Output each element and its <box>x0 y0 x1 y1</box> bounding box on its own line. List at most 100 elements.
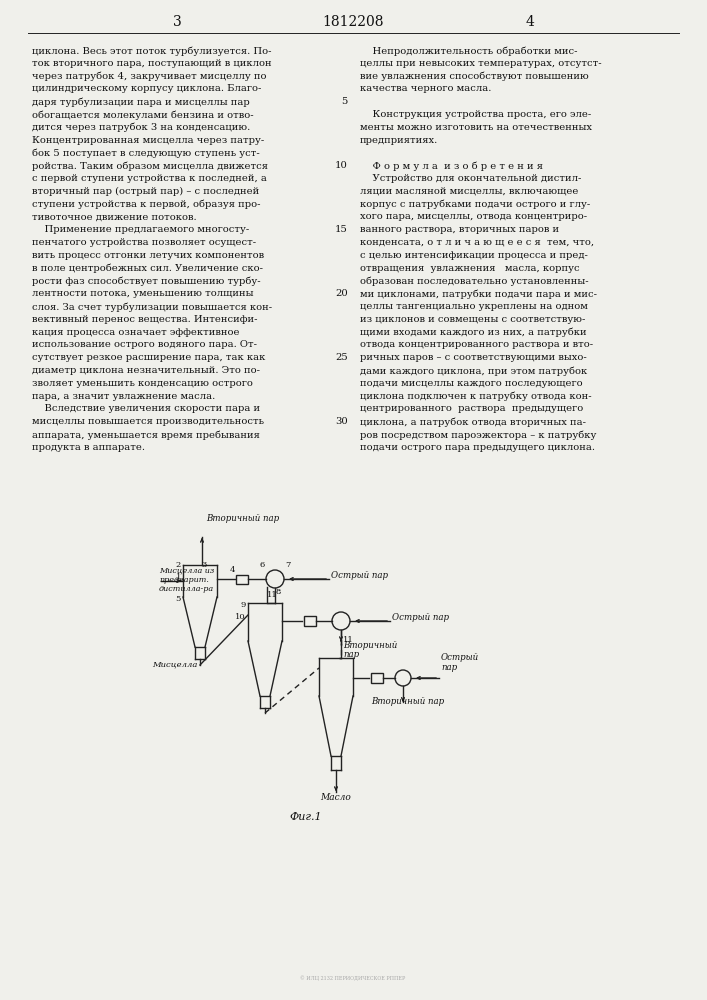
Text: ми циклонами, патрубки подачи пара и мис-: ми циклонами, патрубки подачи пара и мис… <box>360 289 597 299</box>
Text: отвода концентрированного раствора и вто-: отвода концентрированного раствора и вто… <box>360 340 593 349</box>
Text: 10: 10 <box>235 613 246 621</box>
Text: вторичный пар (острый пар) – с последней: вторичный пар (острый пар) – с последней <box>32 187 259 196</box>
Text: ступени устройства к первой, образуя про-: ступени устройства к первой, образуя про… <box>32 200 260 209</box>
Text: качества черного масла.: качества черного масла. <box>360 84 491 93</box>
Text: Вторичный пар: Вторичный пар <box>206 514 279 523</box>
Text: 7: 7 <box>285 561 291 569</box>
Text: сутствует резкое расширение пара, так как: сутствует резкое расширение пара, так ка… <box>32 353 265 362</box>
Text: вективный перенос вещества. Интенсифи-: вективный перенос вещества. Интенсифи- <box>32 315 257 324</box>
Text: ванного раствора, вторичных паров и: ванного раствора, вторичных паров и <box>360 225 559 234</box>
Text: циклона, а патрубок отвода вторичных па-: циклона, а патрубок отвода вторичных па- <box>360 417 586 427</box>
Text: Фиг.1: Фиг.1 <box>290 812 322 822</box>
Text: Масло: Масло <box>321 793 351 802</box>
Text: Острый пар: Острый пар <box>392 613 449 622</box>
Text: вить процесс отгонки летучих компонентов: вить процесс отгонки летучих компонентов <box>32 251 264 260</box>
Text: 25: 25 <box>335 353 348 362</box>
Text: подачи мисцеллы каждого последующего: подачи мисцеллы каждого последующего <box>360 379 583 388</box>
Text: Острый
пар: Острый пар <box>441 653 479 672</box>
Text: 11: 11 <box>343 636 354 644</box>
Text: в поле центробежных сил. Увеличение ско-: в поле центробежных сил. Увеличение ско- <box>32 264 263 273</box>
Text: хого пара, мисцеллы, отвода концентриро-: хого пара, мисцеллы, отвода концентриро- <box>360 212 587 221</box>
Text: ток вторичного пара, поступающий в циклон: ток вторичного пара, поступающий в цикло… <box>32 59 271 68</box>
Text: Вторичный: Вторичный <box>343 641 397 650</box>
Text: вие увлажнения способствуют повышению: вие увлажнения способствуют повышению <box>360 72 589 81</box>
Text: 3: 3 <box>201 561 206 569</box>
Text: дится через патрубок 3 на конденсацию.: дится через патрубок 3 на конденсацию. <box>32 123 250 132</box>
Text: даря турбулизации пара и мисцеллы пар: даря турбулизации пара и мисцеллы пар <box>32 97 250 107</box>
Text: © ИЛЦ 2132 ПЕРИОДИЧЕСКОЕ РППЕР: © ИЛЦ 2132 ПЕРИОДИЧЕСКОЕ РППЕР <box>300 975 406 981</box>
Text: Ф о р м у л а  и з о б р е т е н и я: Ф о р м у л а и з о б р е т е н и я <box>360 161 543 171</box>
Text: мисцеллы повышается производительность: мисцеллы повышается производительность <box>32 417 264 426</box>
Text: из циклонов и совмещены с соответствую-: из циклонов и совмещены с соответствую- <box>360 315 585 324</box>
Text: Непродолжительность обработки мис-: Непродолжительность обработки мис- <box>360 46 578 55</box>
Text: менты можно изготовить на отечественных: менты можно изготовить на отечественных <box>360 123 592 132</box>
Text: слоя. За счет турбулизации повышается кон-: слоя. За счет турбулизации повышается ко… <box>32 302 272 312</box>
Text: кация процесса означает эффективное: кация процесса означает эффективное <box>32 328 240 337</box>
Text: аппарата, уменьшается время пребывания: аппарата, уменьшается время пребывания <box>32 430 260 440</box>
Text: 5: 5 <box>175 595 181 603</box>
Text: предварит.: предварит. <box>159 576 209 584</box>
Text: 2: 2 <box>176 561 181 569</box>
Bar <box>371 673 383 683</box>
Text: диаметр циклона незначительный. Это по-: диаметр циклона незначительный. Это по- <box>32 366 260 375</box>
Text: Мисцелла из: Мисцелла из <box>159 567 214 575</box>
Text: пар: пар <box>343 650 359 659</box>
Text: обогащается молекулами бензина и отво-: обогащается молекулами бензина и отво- <box>32 110 254 119</box>
Text: ров посредством пароэжектора – к патрубку: ров посредством пароэжектора – к патрубк… <box>360 430 597 440</box>
Text: подачи острого пара предыдущего циклона.: подачи острого пара предыдущего циклона. <box>360 443 595 452</box>
Text: Мисцелла: Мисцелла <box>151 661 197 669</box>
Text: 5: 5 <box>341 97 348 106</box>
Text: цилиндрическому корпусу циклона. Благо-: цилиндрическому корпусу циклона. Благо- <box>32 84 262 93</box>
Text: ричных паров – с соответствующими выхо-: ричных паров – с соответствующими выхо- <box>360 353 587 362</box>
Text: ройства. Таким образом мисцелла движется: ройства. Таким образом мисцелла движется <box>32 161 268 171</box>
Text: 4: 4 <box>525 15 534 29</box>
Text: корпус с патрубками подачи острого и глу-: корпус с патрубками подачи острого и глу… <box>360 200 590 209</box>
Text: дистилла-ра: дистилла-ра <box>159 585 214 593</box>
Text: пенчатого устройства позволяет осущест-: пенчатого устройства позволяет осущест- <box>32 238 256 247</box>
Text: 11: 11 <box>267 591 278 599</box>
Text: тивоточное движение потоков.: тивоточное движение потоков. <box>32 212 197 221</box>
Text: Конструкция устройства проста, его эле-: Конструкция устройства проста, его эле- <box>360 110 591 119</box>
Text: 30: 30 <box>335 417 348 426</box>
Text: 3: 3 <box>173 15 182 29</box>
Text: дами каждого циклона, при этом патрубок: дами каждого циклона, при этом патрубок <box>360 366 588 375</box>
Text: циклона. Весь этот поток турбулизуется. По-: циклона. Весь этот поток турбулизуется. … <box>32 46 271 55</box>
Text: использование острого водяного пара. От-: использование острого водяного пара. От- <box>32 340 257 349</box>
Text: щими входами каждого из них, а патрубки: щими входами каждого из них, а патрубки <box>360 328 587 337</box>
Text: с первой ступени устройства к последней, а: с первой ступени устройства к последней,… <box>32 174 267 183</box>
Text: конденсата, о т л и ч а ю щ е е с я  тем, что,: конденсата, о т л и ч а ю щ е е с я тем,… <box>360 238 594 247</box>
Text: 9: 9 <box>240 601 246 609</box>
Bar <box>236 574 248 584</box>
Text: центрированного  раствора  предыдущего: центрированного раствора предыдущего <box>360 404 583 413</box>
Text: ляции масляной мисцеллы, включающее: ляции масляной мисцеллы, включающее <box>360 187 578 196</box>
Text: 6: 6 <box>259 561 265 569</box>
Text: 4: 4 <box>230 566 235 574</box>
Text: лентности потока, уменьшению толщины: лентности потока, уменьшению толщины <box>32 289 254 298</box>
Text: образован последовательно установленны-: образован последовательно установленны- <box>360 276 589 286</box>
Text: с целью интенсификации процесса и пред-: с целью интенсификации процесса и пред- <box>360 251 588 260</box>
Text: пара, а значит увлажнение масла.: пара, а значит увлажнение масла. <box>32 392 215 401</box>
Text: зволяет уменьшить конденсацию острого: зволяет уменьшить конденсацию острого <box>32 379 253 388</box>
Text: Вторичный пар: Вторичный пар <box>371 697 444 706</box>
Text: рости фаз способствует повышению турбу-: рости фаз способствует повышению турбу- <box>32 276 261 286</box>
Text: Острый пар: Острый пар <box>331 571 388 580</box>
Text: Вследствие увеличения скорости пара и: Вследствие увеличения скорости пара и <box>32 404 260 413</box>
Bar <box>304 616 316 626</box>
Text: 10: 10 <box>335 161 348 170</box>
Text: целлы при невысоких температурах, отсутст-: целлы при невысоких температурах, отсутс… <box>360 59 602 68</box>
Text: бок 5 поступает в следующую ступень уст-: бок 5 поступает в следующую ступень уст- <box>32 148 259 158</box>
Text: 8: 8 <box>276 588 281 596</box>
Text: Концентрированная мисцелла через патру-: Концентрированная мисцелла через патру- <box>32 136 264 145</box>
Text: циклона подключен к патрубку отвода кон-: циклона подключен к патрубку отвода кон- <box>360 392 592 401</box>
Text: 1: 1 <box>175 573 181 581</box>
Text: Применение предлагаемого многосту-: Применение предлагаемого многосту- <box>32 225 250 234</box>
Text: продукта в аппарате.: продукта в аппарате. <box>32 443 145 452</box>
Text: отвращения  увлажнения   масла, корпус: отвращения увлажнения масла, корпус <box>360 264 580 273</box>
Text: 1812208: 1812208 <box>322 15 384 29</box>
Text: предприятиях.: предприятиях. <box>360 136 438 145</box>
Text: Устройство для окончательной дистил-: Устройство для окончательной дистил- <box>360 174 581 183</box>
Text: 15: 15 <box>335 225 348 234</box>
Text: целлы тангенциально укреплены на одном: целлы тангенциально укреплены на одном <box>360 302 588 311</box>
Text: через патрубок 4, закручивает мисцеллу по: через патрубок 4, закручивает мисцеллу п… <box>32 72 267 81</box>
Text: 20: 20 <box>335 289 348 298</box>
